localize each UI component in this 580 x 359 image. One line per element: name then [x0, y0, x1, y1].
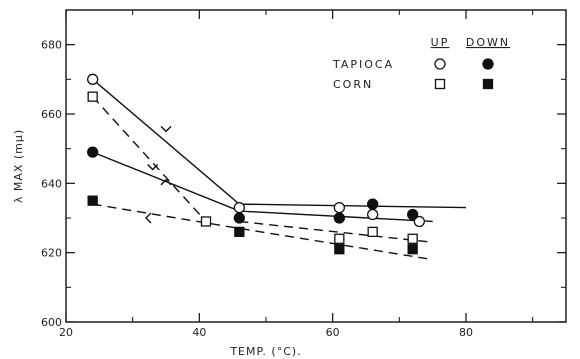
- corn-down-point: [334, 244, 345, 255]
- legend-marker-tapioca-down: [482, 58, 494, 70]
- legend-marker-tapioca-up: [434, 58, 446, 70]
- trend-lines: [92, 78, 467, 261]
- corn-up-point: [200, 216, 212, 227]
- corn-up-point: [407, 233, 418, 244]
- legend-marker-corn-down: [482, 78, 494, 90]
- corn-down-point: [407, 244, 418, 255]
- legend-label-corn: CORN: [333, 78, 373, 91]
- corn-up-point: [87, 91, 98, 102]
- tapioca-down-point: [87, 146, 99, 158]
- y-tick-label: 600: [41, 316, 62, 329]
- trend-line-3: [92, 96, 207, 222]
- tapioca-up-point: [367, 208, 379, 221]
- legend-header-up: UP: [431, 36, 450, 49]
- tapioca-down-point: [333, 212, 345, 224]
- tapioca-up-point: [87, 73, 99, 85]
- x-tick-label: 20: [59, 326, 73, 339]
- tapioca-up-point: [413, 215, 425, 228]
- tapioca-up-point: [333, 201, 345, 214]
- y-tick-label: 680: [41, 39, 62, 52]
- trend-line-2: [92, 151, 433, 223]
- legend: UP DOWN TAPIOCA CORN: [332, 36, 510, 91]
- legend-label-tapioca: TAPIOCA: [332, 58, 394, 71]
- legend-marker-corn-up: [434, 78, 446, 90]
- x-axis-title: TEMP. (°C).: [229, 345, 301, 358]
- tapioca-down-point: [367, 198, 379, 210]
- direction-arrow-down: [160, 125, 172, 133]
- axis-ticks: 20 40 60 80 600 620 640 660 680: [41, 10, 566, 339]
- x-tick-label: 80: [459, 326, 473, 339]
- direction-arrow-left: [145, 212, 152, 224]
- y-axis-title: λ MAX (mμ): [12, 129, 25, 203]
- trend-line-4: [239, 220, 433, 243]
- data-markers: [87, 73, 425, 255]
- direction-arrows: [145, 125, 172, 224]
- direction-arrow-up: [160, 178, 172, 186]
- corn-down-point: [87, 195, 98, 206]
- tapioca-up-point: [233, 201, 245, 214]
- direction-arrow-down: [147, 163, 159, 171]
- tapioca-down-point: [233, 212, 245, 224]
- corn-down-point: [234, 226, 245, 238]
- plot-border: [65, 9, 567, 323]
- x-tick-label: 60: [326, 326, 340, 339]
- plot-frame: [65, 9, 567, 323]
- tapioca-down-point: [407, 208, 419, 221]
- corn-up-point: [334, 233, 345, 244]
- y-tick-label: 620: [41, 247, 62, 260]
- x-tick-label: 40: [192, 326, 206, 339]
- corn-up-point: [367, 226, 378, 238]
- legend-header-down: DOWN: [466, 36, 510, 49]
- trend-line-1: [92, 78, 467, 209]
- trend-line-5: [92, 203, 433, 261]
- y-tick-label: 640: [41, 177, 62, 190]
- y-tick-label: 660: [41, 108, 62, 121]
